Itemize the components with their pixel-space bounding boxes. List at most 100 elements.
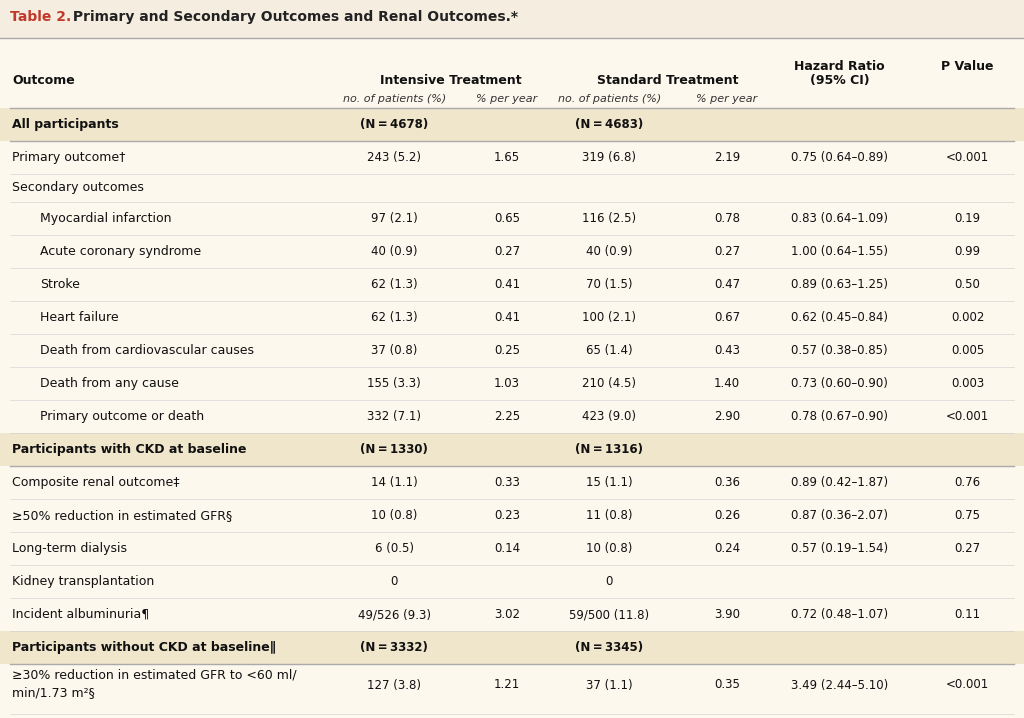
Text: 14 (1.1): 14 (1.1) [371,476,418,489]
Text: 0.43: 0.43 [714,344,740,357]
Text: 40 (0.9): 40 (0.9) [371,245,418,258]
Text: ≥30% reduction in estimated GFR to <60 ml/
min/1.73 m²§: ≥30% reduction in estimated GFR to <60 m… [12,668,297,699]
Text: Primary and Secondary Outcomes and Renal Outcomes.*: Primary and Secondary Outcomes and Renal… [68,10,518,24]
Text: 0.72 (0.48–1.07): 0.72 (0.48–1.07) [792,608,888,621]
Text: 243 (5.2): 243 (5.2) [368,151,421,164]
Text: 0.35: 0.35 [714,679,740,691]
Text: 0.27: 0.27 [714,245,740,258]
Text: 0.57 (0.38–0.85): 0.57 (0.38–0.85) [792,344,888,357]
Text: Composite renal outcome‡: Composite renal outcome‡ [12,476,180,489]
Text: 0.67: 0.67 [714,311,740,324]
Text: 0.36: 0.36 [714,476,740,489]
Bar [0,108,1024,141]
Text: Table 2.: Table 2. [10,10,72,24]
Text: 0.57 (0.19–1.54): 0.57 (0.19–1.54) [792,542,888,555]
Text: 319 (6.8): 319 (6.8) [583,151,636,164]
Text: Intensive Treatment: Intensive Treatment [380,74,521,87]
Text: Acute coronary syndrome: Acute coronary syndrome [40,245,202,258]
Text: All participants: All participants [12,118,119,131]
Bar [0,433,1024,466]
Text: Death from cardiovascular causes: Death from cardiovascular causes [40,344,254,357]
Text: 155 (3.3): 155 (3.3) [368,377,421,390]
Text: 40 (0.9): 40 (0.9) [586,245,633,258]
Text: 0.89 (0.42–1.87): 0.89 (0.42–1.87) [792,476,888,489]
Text: Primary outcome†: Primary outcome† [12,151,126,164]
Text: <0.001: <0.001 [946,679,989,691]
Text: 1.40: 1.40 [714,377,740,390]
Text: 2.25: 2.25 [494,410,520,423]
Text: no. of patients (%): no. of patients (%) [343,94,445,104]
Text: Stroke: Stroke [40,278,80,291]
Text: Kidney transplantation: Kidney transplantation [12,575,155,588]
Bar [0,0,1024,38]
Text: 3.90: 3.90 [714,608,740,621]
Text: 0.27: 0.27 [954,542,981,555]
Text: 10 (0.8): 10 (0.8) [371,509,418,522]
Text: 423 (9.0): 423 (9.0) [583,410,636,423]
Text: (N = 3345): (N = 3345) [575,641,643,654]
Text: 3.49 (2.44–5.10): 3.49 (2.44–5.10) [792,679,888,691]
Text: 0.14: 0.14 [494,542,520,555]
Text: 0.11: 0.11 [954,608,981,621]
Text: 62 (1.3): 62 (1.3) [371,278,418,291]
Text: 49/526 (9.3): 49/526 (9.3) [357,608,431,621]
Text: 1.65: 1.65 [494,151,520,164]
Text: 2.90: 2.90 [714,410,740,423]
Text: 0.65: 0.65 [494,212,520,225]
Text: 62 (1.3): 62 (1.3) [371,311,418,324]
Text: 0.89 (0.63–1.25): 0.89 (0.63–1.25) [792,278,888,291]
Text: P Value: P Value [941,60,994,73]
Text: 1.21: 1.21 [494,679,520,691]
Text: (N = 1330): (N = 1330) [360,443,428,456]
Text: 0.003: 0.003 [951,377,984,390]
Text: 0.47: 0.47 [714,278,740,291]
Text: Myocardial infarction: Myocardial infarction [40,212,172,225]
Text: 100 (2.1): 100 (2.1) [583,311,636,324]
Text: 0.002: 0.002 [951,311,984,324]
Text: 116 (2.5): 116 (2.5) [583,212,636,225]
Text: 0: 0 [390,575,398,588]
Text: 0.73 (0.60–0.90): 0.73 (0.60–0.90) [792,377,888,390]
Text: 0.005: 0.005 [951,344,984,357]
Text: Standard Treatment: Standard Treatment [597,74,739,87]
Text: 0.33: 0.33 [494,476,520,489]
Text: 0.76: 0.76 [954,476,981,489]
Text: Hazard Ratio: Hazard Ratio [795,60,885,73]
Text: 3.02: 3.02 [494,608,520,621]
Text: 2.19: 2.19 [714,151,740,164]
Text: Incident albuminuria¶: Incident albuminuria¶ [12,608,150,621]
Text: 70 (1.5): 70 (1.5) [586,278,633,291]
Text: 0.99: 0.99 [954,245,981,258]
Text: 97 (2.1): 97 (2.1) [371,212,418,225]
Text: % per year: % per year [476,94,538,104]
Text: 0.41: 0.41 [494,311,520,324]
Text: (N = 4678): (N = 4678) [360,118,428,131]
Text: 37 (0.8): 37 (0.8) [371,344,418,357]
Text: 59/500 (11.8): 59/500 (11.8) [569,608,649,621]
Text: Long-term dialysis: Long-term dialysis [12,542,127,555]
Text: 11 (0.8): 11 (0.8) [586,509,633,522]
Text: 0.75 (0.64–0.89): 0.75 (0.64–0.89) [792,151,888,164]
Text: Secondary outcomes: Secondary outcomes [12,182,144,195]
Text: 1.00 (0.64–1.55): 1.00 (0.64–1.55) [792,245,888,258]
Bar [0,631,1024,664]
Text: (N = 3332): (N = 3332) [360,641,428,654]
Text: <0.001: <0.001 [946,151,989,164]
Text: <0.001: <0.001 [946,410,989,423]
Text: 0.24: 0.24 [714,542,740,555]
Text: 10 (0.8): 10 (0.8) [586,542,633,555]
Text: 1.03: 1.03 [494,377,520,390]
Text: (N = 1316): (N = 1316) [575,443,643,456]
Text: 0.50: 0.50 [954,278,981,291]
Text: 0: 0 [605,575,613,588]
Text: Heart failure: Heart failure [40,311,119,324]
Text: (N = 4683): (N = 4683) [575,118,643,131]
Text: Primary outcome or death: Primary outcome or death [40,410,205,423]
Text: 0.87 (0.36–2.07): 0.87 (0.36–2.07) [792,509,888,522]
Text: 37 (1.1): 37 (1.1) [586,679,633,691]
Text: 332 (7.1): 332 (7.1) [368,410,421,423]
Text: 0.78: 0.78 [714,212,740,225]
Text: 15 (1.1): 15 (1.1) [586,476,633,489]
Text: 65 (1.4): 65 (1.4) [586,344,633,357]
Text: Participants without CKD at baseline∥: Participants without CKD at baseline∥ [12,641,276,654]
